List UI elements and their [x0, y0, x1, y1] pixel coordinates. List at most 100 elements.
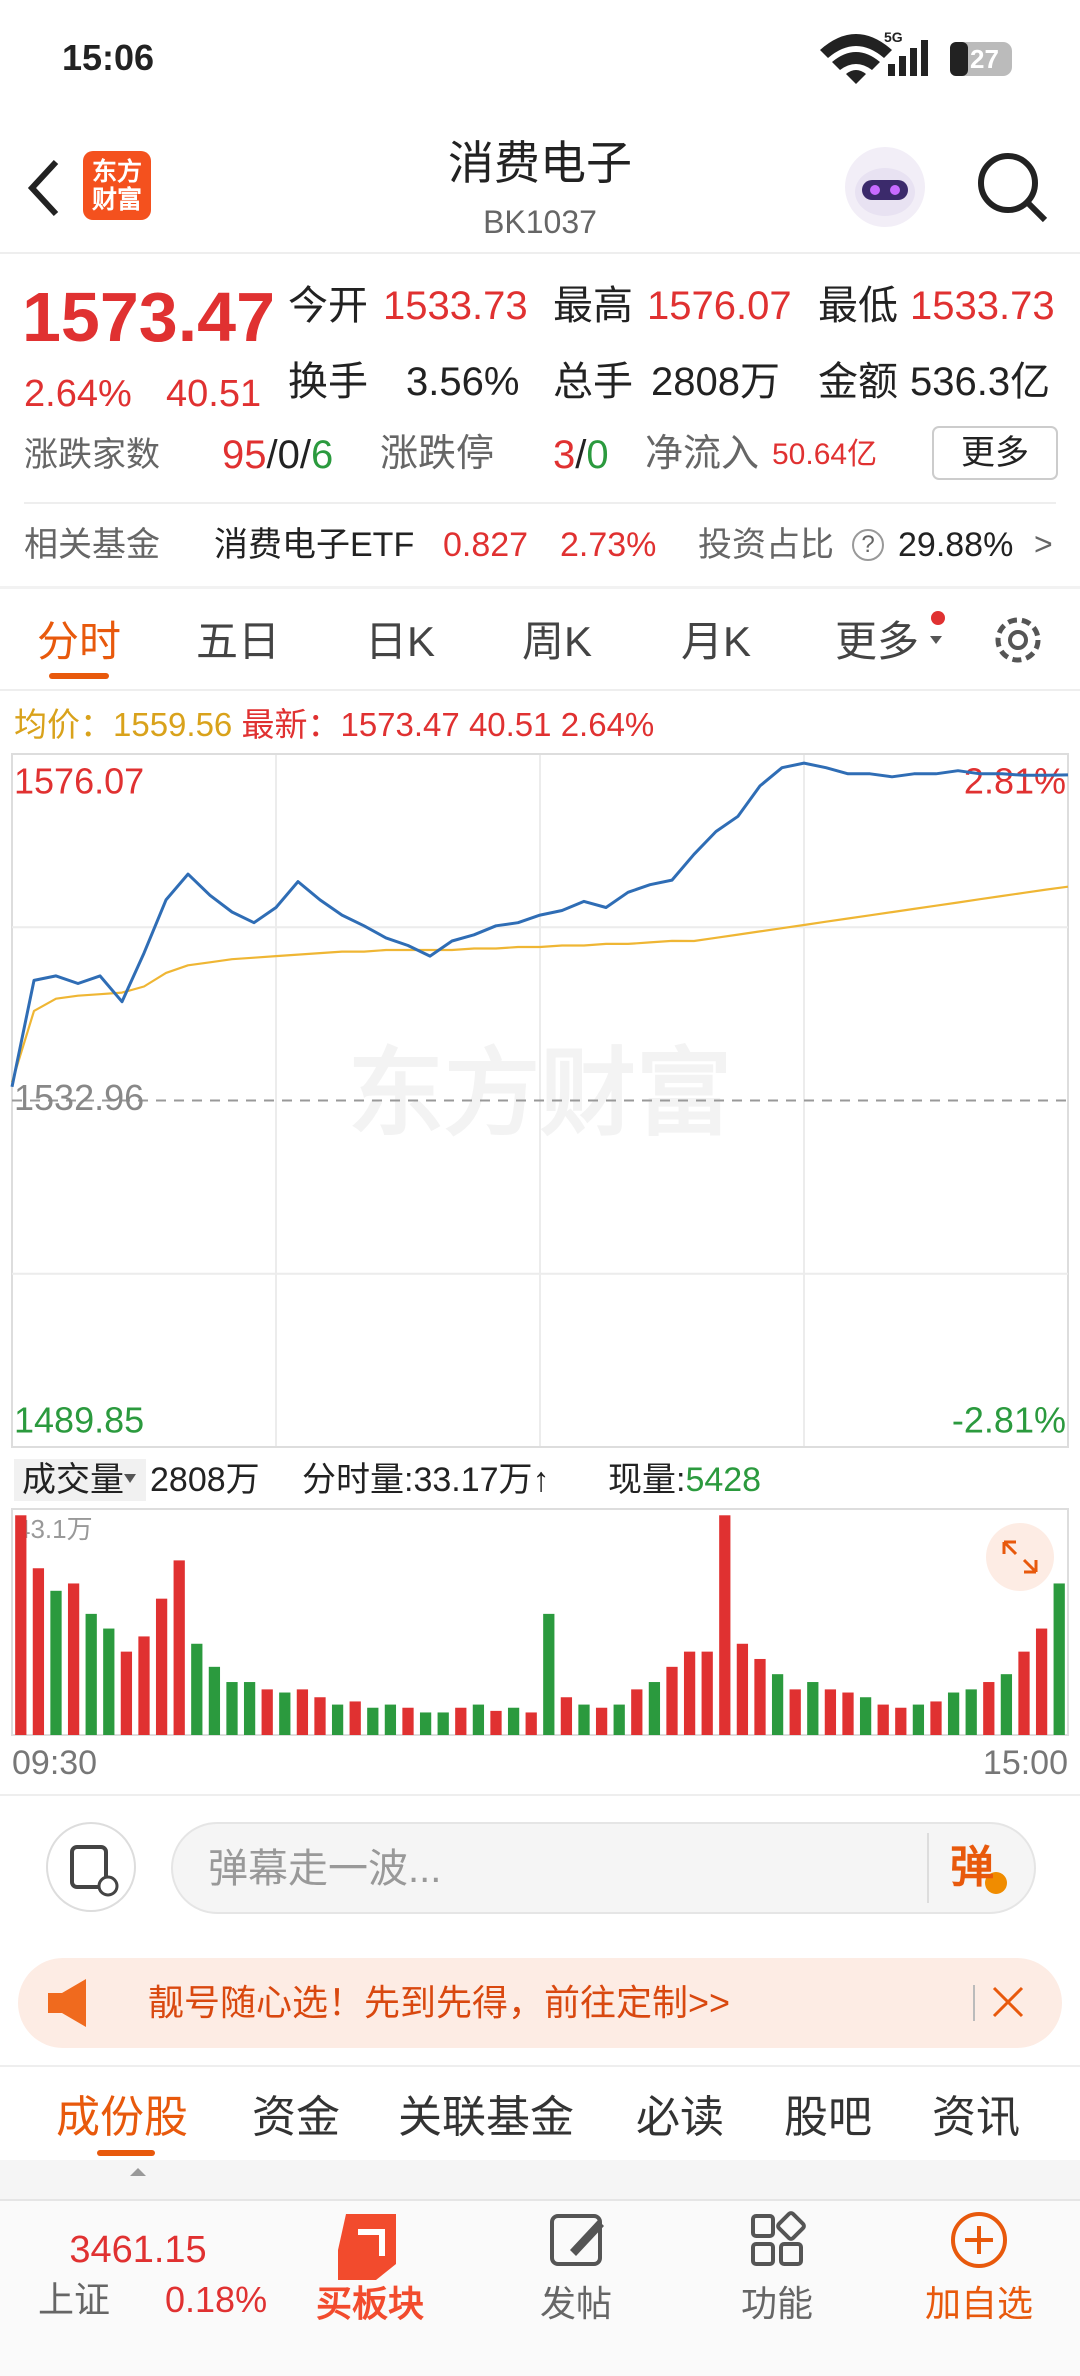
danmaku-settings[interactable]: [46, 1822, 136, 1912]
tab[interactable]: 分时: [36, 618, 121, 665]
y-tick-label: 1576.07: [14, 761, 144, 802]
y2-tick-label: 2.81%: [964, 761, 1066, 802]
banner-text[interactable]: 靓号随心选！先到先得，前往定制>>: [148, 1982, 731, 2023]
stat-value: 2808万: [651, 360, 780, 404]
avg-value: 1559.56: [113, 706, 233, 743]
more-arrow[interactable]: >: [1034, 526, 1053, 562]
stat-label: 最低: [818, 284, 898, 328]
volume-bar: [472, 1704, 485, 1735]
volume-bar: [930, 1701, 942, 1735]
comment-input[interactable]: [171, 1822, 1036, 1914]
volume-bar: [807, 1682, 819, 1735]
price-line: [10, 761, 1069, 1088]
more-label[interactable]: 更多: [961, 434, 1029, 472]
tab[interactable]: 周K: [521, 618, 592, 665]
section-tab[interactable]: 关联基金: [398, 2093, 574, 2142]
current-volume: 现量:5428: [608, 1463, 761, 1497]
network-type: 5G: [884, 29, 903, 45]
megaphone-icon: [48, 1979, 86, 2027]
volume-bar: [771, 1674, 784, 1735]
index-pct[interactable]: 0.18%: [165, 2279, 268, 2320]
page-title: 消费电子: [448, 137, 632, 189]
volume-bar: [895, 1707, 907, 1735]
stat-label: 换手: [288, 360, 368, 404]
close-button[interactable]: [992, 1986, 1024, 2018]
add-watchlist-icon[interactable]: [951, 2212, 1007, 2268]
tab[interactable]: 更多: [834, 618, 919, 665]
expand-button[interactable]: [986, 1523, 1054, 1591]
fund-name[interactable]: 消费电子ETF: [214, 526, 415, 564]
expand-arrow[interactable]: [130, 2168, 146, 2176]
last-value: 1573.47: [340, 706, 460, 743]
tab[interactable]: 五日: [195, 618, 280, 665]
settings-button[interactable]: [995, 617, 1041, 663]
function-icon[interactable]: [751, 2211, 806, 2266]
post-icon[interactable]: [550, 2214, 604, 2266]
ratio-label: 投资占比: [698, 526, 834, 564]
period-value: 33.17万: [413, 1461, 533, 1499]
help-icon: [852, 529, 884, 561]
spacer: [0, 2160, 1080, 2202]
section-tab[interactable]: 资讯: [932, 2093, 1020, 2142]
help-mark[interactable]: ?: [861, 531, 875, 558]
volume-bar: [261, 1689, 273, 1735]
signal-bar: [888, 64, 895, 76]
fund-price: 0.827: [443, 526, 529, 564]
section-tab[interactable]: 资金: [252, 2093, 340, 2142]
robot-avatar: [845, 147, 925, 227]
index-value[interactable]: 3461.15: [69, 2229, 207, 2271]
index-name[interactable]: 上证: [38, 2279, 111, 2320]
volume-bar: [15, 1515, 27, 1735]
back-button[interactable]: [27, 159, 59, 217]
nav-item[interactable]: 发帖: [539, 2283, 612, 2324]
volume-total: 2808万: [150, 1461, 260, 1499]
change-value: 40.51: [468, 706, 552, 743]
section-tab[interactable]: 必读: [636, 2093, 724, 2142]
volume-bar: [67, 1583, 80, 1735]
section-tab[interactable]: 股吧: [784, 2093, 872, 2142]
y-tick-label: 1489.85: [14, 1400, 144, 1441]
volume-bar: [490, 1710, 502, 1735]
search-button[interactable]: [978, 153, 1048, 223]
volume-bar: [367, 1707, 379, 1735]
section-tab[interactable]: 成份股: [56, 2093, 188, 2142]
volume-selector[interactable]: [14, 1459, 146, 1501]
status-time: 15:06: [62, 37, 155, 78]
volume-bar: [208, 1666, 221, 1735]
volume-bar: [736, 1643, 749, 1735]
dropdown-arrow: [124, 1474, 136, 1483]
volume-bar: [314, 1697, 326, 1735]
tab[interactable]: 月K: [680, 618, 751, 665]
volume-bar: [455, 1707, 467, 1735]
down-count: 6: [311, 433, 334, 477]
danmaku-button[interactable]: 弹: [950, 1843, 994, 1892]
volume-bar: [666, 1666, 678, 1735]
more-button[interactable]: [932, 426, 1058, 480]
volume-bar: [789, 1689, 801, 1735]
nav-item[interactable]: 买板块: [315, 2283, 424, 2324]
up-count: 95: [222, 433, 267, 477]
nav-item[interactable]: 功能: [740, 2283, 813, 2324]
ratio-value: 29.88%: [898, 526, 1014, 564]
volume-bar: [349, 1701, 361, 1735]
flow-label: 净流入: [645, 433, 760, 475]
nav-item[interactable]: 加自选: [924, 2283, 1033, 2324]
y-tick-label: 43.1万: [16, 1514, 93, 1544]
badge: [985, 1872, 1007, 1894]
period-arrow: ↑: [532, 1461, 550, 1499]
stat-value: 536.3亿: [910, 360, 1051, 404]
change-pct: 2.64%: [24, 373, 132, 415]
volume-bar: [525, 1712, 537, 1735]
volume-label[interactable]: 成交量: [22, 1461, 124, 1499]
ad-banner[interactable]: [18, 1958, 1062, 2048]
fund-label: 相关基金: [24, 526, 160, 564]
comment-placeholder[interactable]: 弹幕走一波...: [208, 1847, 442, 1891]
status-icons: [820, 34, 1012, 84]
volume-bar: [842, 1692, 854, 1735]
tab[interactable]: 日K: [364, 618, 435, 665]
chart-legend: 均价：1559.56 最新：1573.47 40.51 2.64%: [14, 708, 654, 741]
buy-sector-icon[interactable]: [338, 2214, 396, 2280]
volume-bar: [877, 1704, 889, 1735]
volume-bar: [578, 1704, 590, 1735]
change: 40.51: [166, 373, 262, 415]
